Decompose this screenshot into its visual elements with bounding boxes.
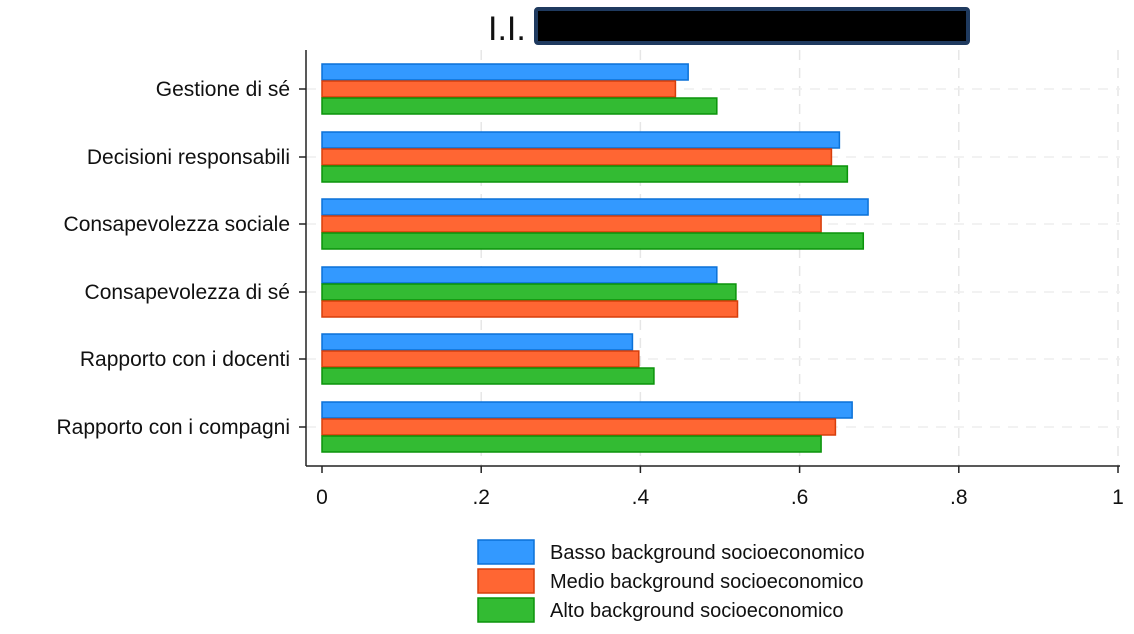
bar-rapporto-con-i-docenti-series-2 [321,350,640,368]
category-label-rapporto-con-i-docenti: Rapporto con i docenti [80,348,290,371]
bar-rapporto-con-i-compagni-series-2 [321,418,837,436]
category-label-decisioni-responsabili: Decisioni responsabili [87,146,290,169]
legend: Basso background socioeconomico Medio bac… [477,539,865,623]
title-redaction-box [534,7,970,45]
x-tick-label-0: 0 [316,486,328,509]
legend-label-series-3: Alto background socioeconomico [550,600,844,622]
bars [321,63,869,453]
category-labels: Gestione di sé Decisioni responsabili Cons… [57,78,290,439]
chart-title-text: I.I. [488,10,526,48]
legend-label-series-1: Basso background socioeconomico [550,542,865,564]
legend-swatch-series-2 [477,568,535,594]
chart-title: I.I. [488,7,970,48]
bar-gestione-di-se-series-2 [321,80,677,98]
bar-consapevolezza-di-se-series-1 [321,266,718,284]
x-tick-label-2: .4 [632,486,650,509]
bar-decisioni-responsabili-series-3 [321,165,849,183]
bar-rapporto-con-i-docenti-series-1 [321,333,634,351]
x-tick-label-5: 1 [1112,486,1124,509]
bar-gestione-di-se-series-1 [321,63,689,81]
x-tick-label-4: .8 [950,486,968,509]
bar-gestione-di-se-series-3 [321,97,718,115]
legend-label-series-2: Medio background socioeconomico [550,571,864,593]
bar-consapevolezza-sociale-series-2 [321,215,822,233]
bar-consapevolezza-sociale-series-1 [321,198,869,216]
bar-consapevolezza-sociale-series-3 [321,232,865,250]
axes [299,50,1120,473]
bar-rapporto-con-i-compagni-series-3 [321,435,822,453]
x-tick-label-1: .2 [472,486,490,509]
x-tick-labels: 0 .2 .4 .6 .8 1 [316,486,1124,509]
bar-consapevolezza-di-se-series-2 [321,300,739,318]
category-label-consapevolezza-di-se: Consapevolezza di sé [85,281,290,304]
bar-consapevolezza-di-se-series-3 [321,283,737,301]
category-label-consapevolezza-sociale: Consapevolezza sociale [64,213,290,236]
category-label-rapporto-con-i-compagni: Rapporto con i compagni [57,416,290,439]
category-label-gestione-di-se: Gestione di sé [156,78,290,101]
legend-swatch-series-3 [477,597,535,623]
bar-rapporto-con-i-docenti-series-3 [321,367,655,385]
x-tick-label-3: .6 [791,486,809,509]
bar-decisioni-responsabili-series-1 [321,131,841,149]
bar-rapporto-con-i-compagni-series-1 [321,401,853,419]
bar-decisioni-responsabili-series-2 [321,148,833,166]
legend-swatch-series-1 [477,539,535,565]
